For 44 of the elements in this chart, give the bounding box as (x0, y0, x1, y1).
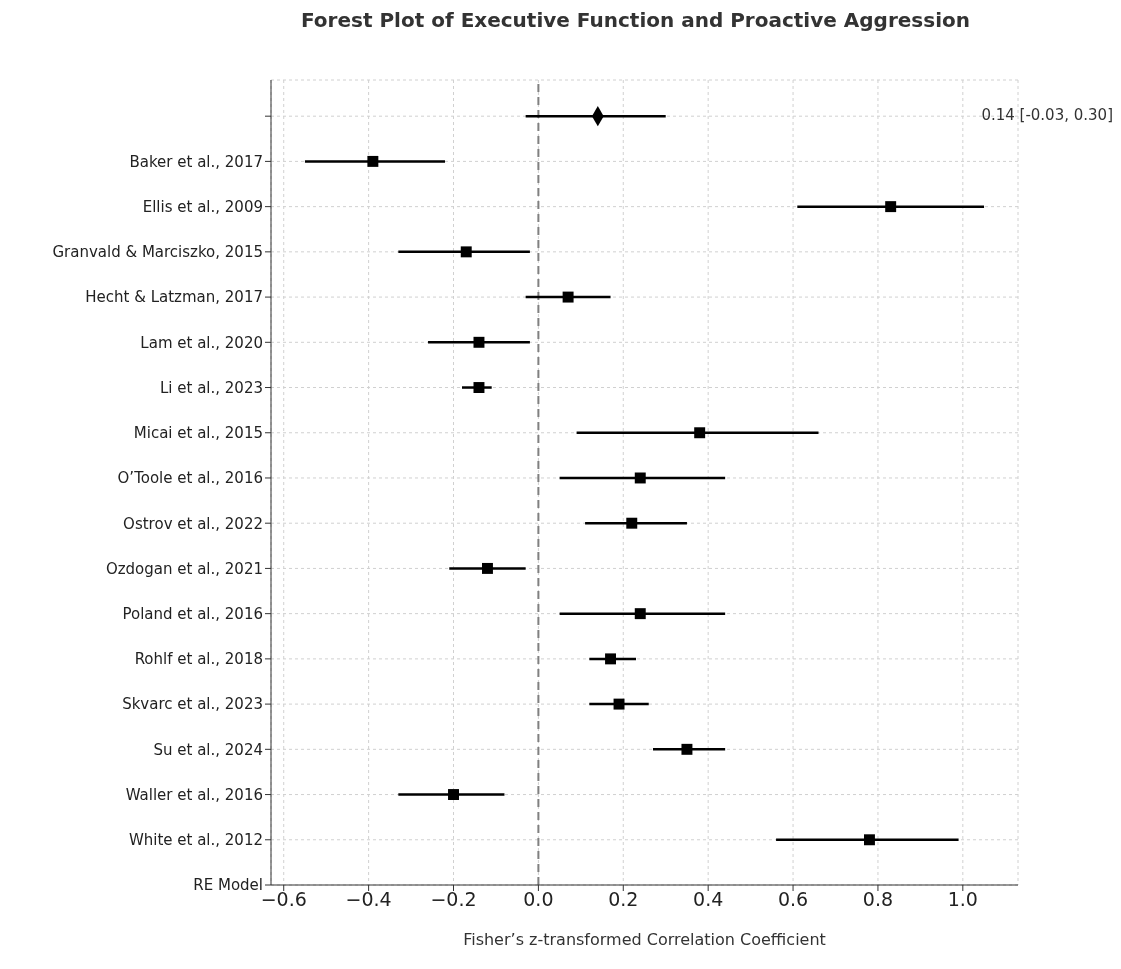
point (473, 336, 485, 348)
point (885, 201, 897, 213)
y-tick-label: Ostrov et al., 2022 (123, 514, 263, 533)
y-tick-label: RE Model (193, 876, 263, 895)
point (634, 472, 646, 484)
x-tick-label: 0.4 (693, 888, 724, 911)
y-tick-label: Skvarc et al., 2023 (122, 695, 263, 714)
point (460, 246, 472, 258)
y-tick-label: White et al., 2012 (128, 831, 263, 850)
point (694, 427, 706, 439)
y-tick-label: Rohlf et al., 2018 (134, 650, 263, 669)
point (481, 562, 493, 574)
y-tick-label: Su et al., 2024 (153, 740, 263, 759)
point (367, 155, 379, 167)
chart-title: Forest Plot of Executive Function and Proactive Aggression (300, 8, 971, 34)
point (634, 608, 646, 620)
point (562, 291, 574, 303)
x-tick-label: −0.2 (430, 888, 477, 911)
point (613, 698, 625, 710)
point (605, 653, 617, 665)
x-tick-label: 0.6 (777, 888, 809, 911)
y-tick-label: Lam et al., 2020 (140, 333, 263, 352)
y-tick-label: Poland et al., 2016 (122, 604, 263, 623)
y-tick-label: Li et al., 2023 (159, 378, 263, 397)
point (626, 517, 638, 529)
point (448, 789, 459, 801)
y-tick-label: Hecht & Latzman, 2017 (85, 288, 263, 307)
x-tick-label: 0.2 (608, 888, 639, 911)
y-tick-label: Waller et al., 2016 (125, 785, 263, 804)
x-axis-title: Fisher’s z-transformed Correlation Coefficient (463, 930, 826, 949)
y-tick-label: Baker et al., 2017 (129, 152, 263, 171)
x-tick-label: 0.0 (523, 888, 554, 911)
x-tick-label: −0.4 (345, 888, 392, 911)
point (863, 834, 875, 846)
point (681, 743, 693, 755)
x-tick-label: 0.8 (862, 888, 894, 911)
y-tick-label: O’Toole et al., 2016 (117, 469, 263, 488)
point (473, 382, 485, 394)
y-tick-label: Micai et al., 2015 (133, 424, 263, 443)
annotation: 0.14 [-0.03, 0.30] (981, 106, 1113, 125)
x-tick-label: 1.0 (947, 888, 978, 911)
y-tick-label: Granvald & Marciszko, 2015 (52, 243, 263, 262)
y-tick-label: Ozdogan et al., 2021 (105, 559, 263, 578)
y-tick-label: Ellis et al., 2009 (142, 197, 263, 216)
